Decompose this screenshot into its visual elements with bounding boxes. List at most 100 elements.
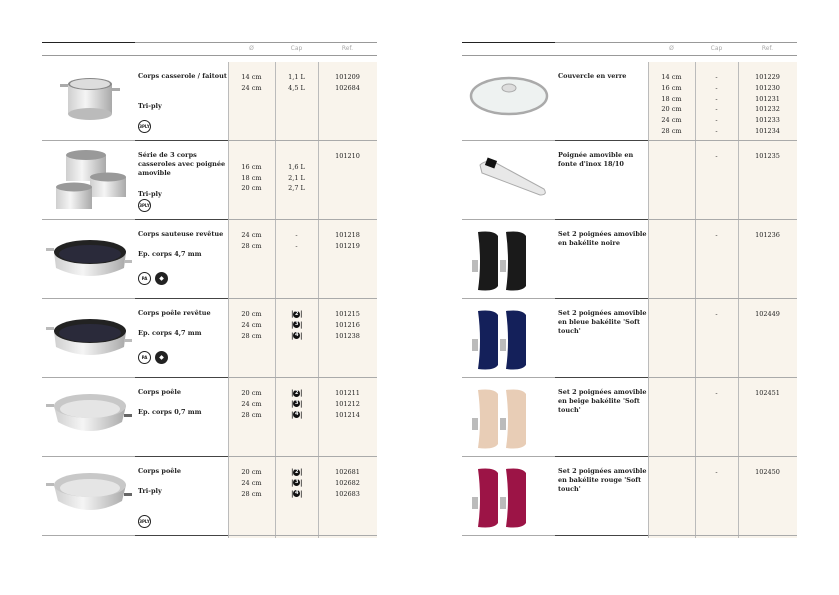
reference-value: 102682 bbox=[335, 478, 360, 487]
header-rule-bottom bbox=[42, 55, 377, 56]
table-row: Couvercle en verre 14 cm 16 cm 18 cm 20 cm 24… bbox=[462, 62, 797, 141]
table-row: Set 2 poignées amovible en bakélite noir… bbox=[462, 220, 797, 299]
reference-list: 102451 bbox=[738, 388, 797, 399]
header-rule bbox=[42, 42, 377, 43]
row-divider-accent bbox=[135, 218, 228, 220]
product-name: Corps poêle bbox=[138, 467, 182, 475]
burner-icon: | 4 | bbox=[275, 489, 318, 500]
capacity-value: - bbox=[715, 83, 718, 92]
burner-number: 4 bbox=[293, 490, 300, 498]
size-value: 18 cm bbox=[241, 173, 262, 182]
3ply-badge: 3PLY bbox=[138, 199, 151, 212]
burner-icon: | 2 | bbox=[290, 389, 303, 397]
size-value: 24 cm bbox=[661, 116, 682, 125]
product-image bbox=[46, 303, 132, 373]
size-value: 16 cm bbox=[241, 162, 262, 171]
reference-list: 102681 102682 102683 bbox=[318, 467, 377, 499]
burner-icon: | 3 | bbox=[290, 320, 303, 329]
reference-value: 101231 bbox=[755, 94, 780, 103]
dishwasher-icon: ◆ bbox=[155, 272, 168, 285]
table-row: Corps poêle Ep. corps 0,7 mm 20 cm 24 cm 28 … bbox=[42, 378, 377, 457]
burner-icon: | 3 | bbox=[290, 399, 303, 408]
product-name: Set 2 poignées amovible en bakélite roug… bbox=[558, 467, 647, 493]
badge-group: 3PLY bbox=[138, 120, 151, 133]
reference-value: 101209 bbox=[335, 73, 360, 81]
capacity-value: - bbox=[295, 231, 298, 239]
burner-icon: | 4 | bbox=[275, 331, 318, 342]
header-diameter: Ø bbox=[669, 45, 674, 52]
size-value: 14 cm bbox=[661, 73, 682, 81]
reference-list: 101236 bbox=[738, 230, 797, 241]
column-background bbox=[648, 62, 695, 538]
reference-value: 102449 bbox=[755, 310, 780, 318]
product-name: Corps casserole / faitout bbox=[138, 72, 227, 80]
reference-value: 101210 bbox=[335, 152, 360, 160]
header-rule bbox=[462, 42, 797, 43]
product-name: Couvercle en verre bbox=[558, 72, 627, 80]
product-image bbox=[46, 461, 132, 531]
capacity-value: 2,1 L bbox=[288, 173, 305, 182]
burner-icon: | 2 | bbox=[275, 309, 318, 320]
size-value: 20 cm bbox=[241, 310, 262, 318]
reference-value: 101232 bbox=[755, 105, 780, 114]
size-value: 20 cm bbox=[661, 105, 682, 114]
burner-number: 2 bbox=[293, 468, 300, 476]
reference-value: 101233 bbox=[755, 116, 780, 125]
reference-value: 101236 bbox=[755, 231, 780, 239]
reference-value: 101219 bbox=[335, 241, 360, 250]
reference-value: 102683 bbox=[335, 489, 360, 498]
burner-icon: | 4 | bbox=[290, 410, 303, 419]
column-background bbox=[318, 62, 377, 538]
burner-icon: | 3 | bbox=[290, 478, 303, 487]
table-row: Corps sauteuse revêtue Ep. corps 4,7 mm PA… bbox=[42, 220, 377, 299]
product-subtitle: Ep. corps 4,7 mm bbox=[138, 329, 202, 337]
capacity-value: - bbox=[715, 231, 718, 239]
reference-value: 102684 bbox=[335, 83, 360, 92]
size-value: 24 cm bbox=[241, 231, 262, 239]
reference-value: 101214 bbox=[335, 410, 360, 419]
column-background bbox=[695, 62, 738, 538]
row-divider-accent bbox=[135, 139, 228, 141]
row-divider-accent bbox=[555, 297, 648, 299]
size-list: 20 cm 24 cm 28 cm bbox=[228, 309, 275, 341]
header-rule-bottom bbox=[462, 55, 797, 56]
product-subtitle: Tri-ply bbox=[138, 487, 162, 495]
capacity-list: - bbox=[695, 309, 738, 320]
header-reference: Ref. bbox=[341, 45, 354, 52]
capacity-list: - bbox=[695, 388, 738, 399]
capacity-list: | 2 | | 3 | | 4 | bbox=[275, 388, 318, 420]
right-product-table: Ø Cap Ref. Couvercle en verre 14 cm 16 cm 18 c… bbox=[462, 42, 797, 538]
capacity-value: - bbox=[715, 105, 718, 114]
table-row: Poignée amovible en fonte d'inox 18/10 - 1… bbox=[462, 141, 797, 220]
table-row: Corps casserole / faitout Tri-ply 3PLY 14 c… bbox=[42, 62, 377, 141]
burner-icon: | 2 | bbox=[275, 388, 318, 399]
size-value bbox=[228, 151, 275, 162]
reference-list: 101209 102684 bbox=[318, 72, 377, 94]
product-image bbox=[466, 66, 552, 136]
size-value: 28 cm bbox=[241, 241, 262, 250]
capacity-list: 1,6 L 2,1 L 2,7 L bbox=[275, 151, 318, 194]
capacity-value: 1,1 L bbox=[288, 73, 305, 81]
capacity-list: - bbox=[695, 151, 738, 162]
column-divider bbox=[228, 62, 229, 538]
size-list: 20 cm 24 cm 28 cm bbox=[228, 388, 275, 420]
product-name: Set 2 poignées amovible en bleue bakélit… bbox=[558, 309, 647, 335]
reference-value: 102451 bbox=[755, 389, 780, 397]
column-divider bbox=[695, 62, 696, 538]
size-list: 24 cm 28 cm bbox=[228, 230, 275, 252]
header-reference: Ref. bbox=[761, 45, 774, 52]
burner-icon: | 4 | bbox=[290, 489, 303, 498]
capacity-value: - bbox=[715, 152, 718, 160]
reference-value: 101234 bbox=[755, 126, 780, 135]
capacity-list: - bbox=[695, 467, 738, 478]
table-row: Set 2 poignées amovible en bleue bakélit… bbox=[462, 299, 797, 378]
badge-group: 3PLY bbox=[138, 515, 151, 528]
product-subtitle: Ep. corps 0,7 mm bbox=[138, 408, 202, 416]
burner-number: 4 bbox=[293, 411, 300, 419]
size-list: 14 cm 24 cm bbox=[228, 72, 275, 94]
size-value: 24 cm bbox=[241, 478, 262, 487]
table-row: Set 2 poignées amovible en beige bakélit… bbox=[462, 378, 797, 457]
size-value: 20 cm bbox=[241, 184, 262, 193]
size-value: 24 cm bbox=[241, 320, 262, 329]
reference-list: 101235 bbox=[738, 151, 797, 162]
